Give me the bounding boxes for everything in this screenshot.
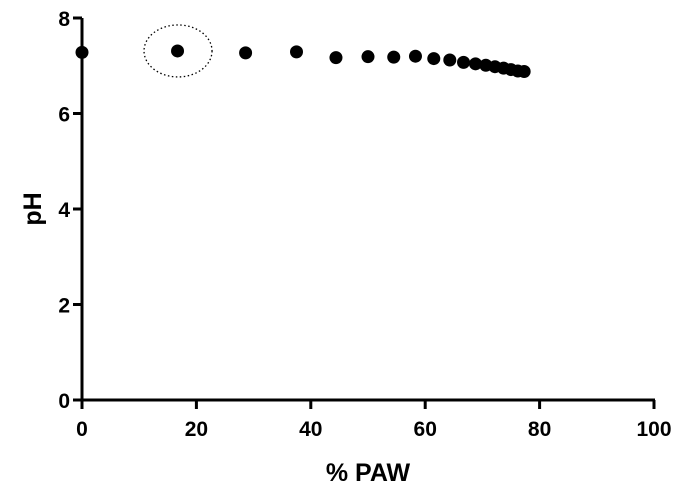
data-point — [239, 46, 253, 60]
x-tick-label: 80 — [528, 418, 551, 441]
x-tick-label: 100 — [636, 418, 671, 441]
data-point — [408, 49, 422, 63]
y-axis-title: pH — [19, 192, 47, 225]
annotations — [143, 24, 213, 78]
y-tick-label: 8 — [58, 8, 70, 31]
y-axis-ticks: 0 2 4 6 8 — [58, 8, 82, 413]
x-tick-label: 40 — [299, 418, 322, 441]
data-point — [290, 45, 303, 59]
highlight-ellipse — [143, 24, 213, 78]
data-point — [427, 52, 441, 66]
data-point — [443, 53, 457, 67]
y-tick-label: 6 — [58, 104, 70, 127]
y-tick-label: 2 — [58, 295, 70, 318]
data-points — [75, 44, 531, 78]
x-axis-title: % PAW — [326, 459, 411, 487]
y-tick-label: 0 — [58, 390, 70, 413]
data-point — [171, 44, 185, 58]
x-axis-ticks: 0 20 40 60 80 100 — [76, 400, 672, 441]
data-point — [329, 51, 343, 65]
data-point — [361, 50, 375, 64]
data-point — [457, 55, 471, 69]
x-tick-label: 60 — [414, 418, 437, 441]
x-tick-label: 0 — [76, 418, 88, 441]
x-tick-label: 20 — [185, 418, 208, 441]
data-point — [387, 50, 401, 64]
y-tick-label: 4 — [58, 199, 70, 222]
data-point — [469, 57, 483, 71]
data-point — [517, 64, 531, 78]
